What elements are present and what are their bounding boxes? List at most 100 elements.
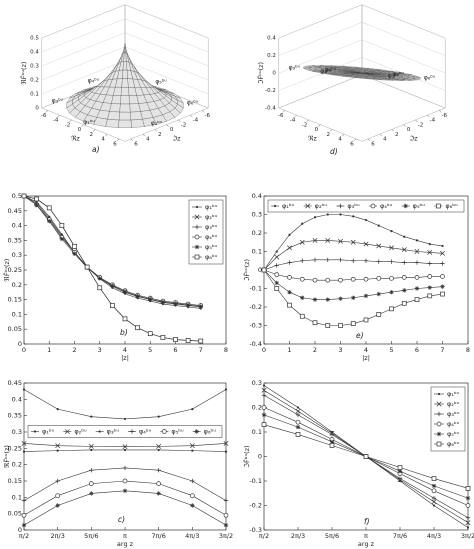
grid-line	[41, 18, 209, 53]
data-point	[185, 338, 191, 343]
data-point	[173, 301, 178, 306]
y-axis-label: ℑz	[410, 135, 419, 143]
data-point	[46, 205, 52, 211]
y-tick-label: 0.3	[12, 428, 22, 436]
data-point	[261, 387, 267, 393]
x-tick-label: 2	[72, 346, 76, 354]
data-point	[198, 338, 204, 344]
data-point	[156, 481, 162, 486]
data-point	[275, 250, 278, 253]
surface-cell	[130, 111, 143, 121]
data-point	[156, 491, 161, 496]
panel-label: d)	[330, 147, 338, 156]
x-tick-label: π	[123, 532, 127, 540]
x-tick	[318, 124, 321, 127]
data-point	[191, 408, 194, 411]
surface-cell	[122, 61, 128, 71]
legend-box	[188, 199, 224, 265]
data-point	[414, 249, 420, 254]
legend-marker	[436, 431, 442, 437]
data-point	[325, 297, 330, 302]
y-tick-label: -0.4	[249, 340, 262, 348]
legend-label: φ₂ᵇᵘ	[315, 202, 328, 210]
data-point	[299, 276, 305, 282]
y-axis-label: ℑz	[173, 135, 182, 143]
grid-line	[41, 4, 209, 39]
data-point	[274, 254, 280, 260]
data-point	[352, 215, 355, 218]
y-tick	[130, 138, 134, 142]
data-point	[90, 448, 93, 452]
data-point	[189, 493, 195, 499]
x-tick-label: 7	[440, 346, 444, 354]
x-tick-label: 4	[364, 346, 368, 354]
data-point	[224, 388, 228, 391]
data-point	[427, 249, 433, 255]
x-tick-label: 2	[90, 132, 94, 138]
data-point	[21, 193, 27, 199]
x-tick-label: 3π/2	[461, 532, 474, 540]
x-tick	[306, 119, 309, 123]
surface-cell	[354, 66, 370, 69]
data-point	[363, 317, 369, 323]
data-point	[363, 241, 369, 247]
y-tick-label: 0.2	[12, 461, 22, 469]
data-point	[401, 300, 407, 306]
data-point	[440, 250, 445, 256]
data-point	[427, 293, 433, 299]
series-line	[23, 467, 227, 501]
data-point	[223, 498, 229, 503]
data-point	[338, 257, 343, 263]
series-line	[23, 195, 201, 308]
data-point	[160, 299, 166, 305]
legend-marker	[195, 205, 199, 209]
x-tick	[294, 114, 297, 118]
surface-cell	[118, 119, 132, 128]
data-point	[431, 495, 437, 501]
legend-marker	[129, 429, 135, 434]
panel-label: b)	[120, 328, 128, 337]
y-tick-label: 0	[18, 526, 22, 534]
y-tick-label: -6	[441, 113, 447, 119]
data-point	[59, 223, 65, 228]
data-point	[338, 323, 343, 328]
data-point	[350, 239, 356, 245]
data-point	[287, 260, 292, 265]
y-tick-label: 0.1	[12, 493, 22, 501]
legend-marker	[194, 244, 200, 250]
legend-label: φ₄ᵇᵘ	[380, 202, 393, 210]
x-tick-label: -2	[302, 122, 307, 128]
surface-cell	[123, 52, 127, 62]
data-point	[431, 499, 437, 505]
surface-cell	[118, 111, 132, 121]
data-point	[415, 239, 419, 242]
x-axis-label: |z|	[121, 354, 129, 362]
data-point	[427, 274, 433, 279]
y-tick	[427, 114, 430, 118]
annotation: φ₂ᵇᵘ	[83, 119, 95, 126]
x-axis-label: arg z	[358, 540, 375, 548]
data-point	[21, 440, 27, 446]
data-point	[326, 213, 329, 216]
x-tick-label: 4	[338, 137, 342, 143]
data-point	[295, 419, 301, 425]
series-line	[23, 195, 201, 309]
annotation: φ₃ᵇᵘ	[289, 65, 301, 72]
data-point	[428, 243, 431, 246]
data-point	[21, 498, 27, 503]
z-tick-label: 0.4	[30, 50, 39, 56]
x-axis-label: ℜz	[71, 135, 80, 143]
annotation: φ₃ᵇᵘ	[52, 98, 64, 105]
data-point	[363, 258, 369, 263]
y-tick	[190, 114, 193, 118]
series-line	[263, 269, 443, 300]
data-point	[223, 512, 229, 518]
y-tick-label: 2	[395, 132, 399, 138]
x-axis-label: ℜz	[308, 135, 317, 143]
data-point	[364, 218, 368, 222]
series-line	[263, 240, 443, 271]
legend-marker	[436, 441, 442, 447]
surface-cell	[109, 103, 121, 113]
surface-cell	[119, 103, 131, 113]
data-point	[351, 258, 356, 263]
